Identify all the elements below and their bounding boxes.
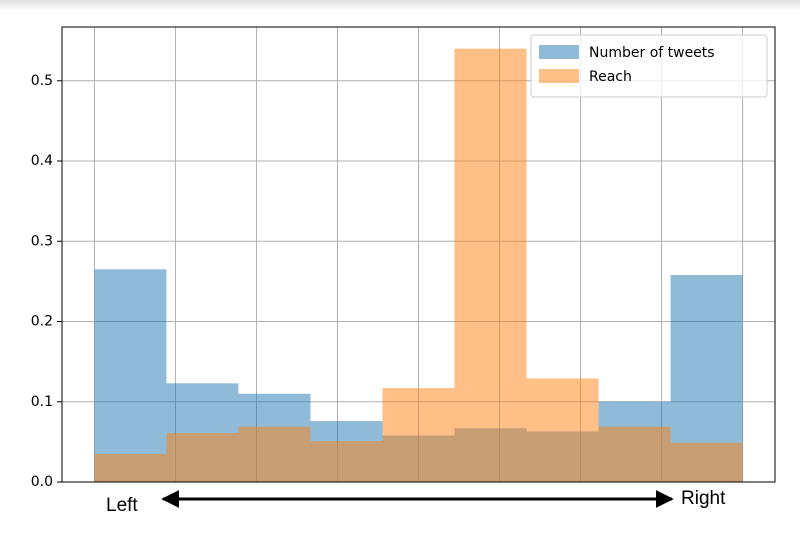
legend-swatch [539,45,579,59]
legend-label: Number of tweets [589,45,715,61]
left-label: Left [106,495,138,516]
y-tick-label: 0.3 [31,233,53,249]
bar [238,426,311,482]
legend-box [530,34,768,98]
right-label: Right [681,488,726,509]
bar [166,433,239,482]
y-tick-label: 0.0 [31,474,53,490]
legend-label: Reach [589,69,632,85]
bar [598,426,671,482]
plot-area: 0.0 0.1 0.2 0.3 0.4 0.5 Number of tweets Reach [31,26,776,490]
bar [382,388,455,482]
bar [310,441,383,482]
plot-frame [61,26,776,483]
y-tick-label: 0.2 [31,314,53,330]
bar [670,442,743,482]
bar [526,378,599,482]
y-tick-label: 0.4 [31,153,53,169]
bar [94,453,167,482]
legend-swatch [539,69,579,83]
bar [454,48,527,483]
y-tick-label: 0.5 [31,73,53,89]
bar [94,269,167,482]
y-tick-label: 0.1 [31,394,53,410]
top-shade [0,0,800,10]
